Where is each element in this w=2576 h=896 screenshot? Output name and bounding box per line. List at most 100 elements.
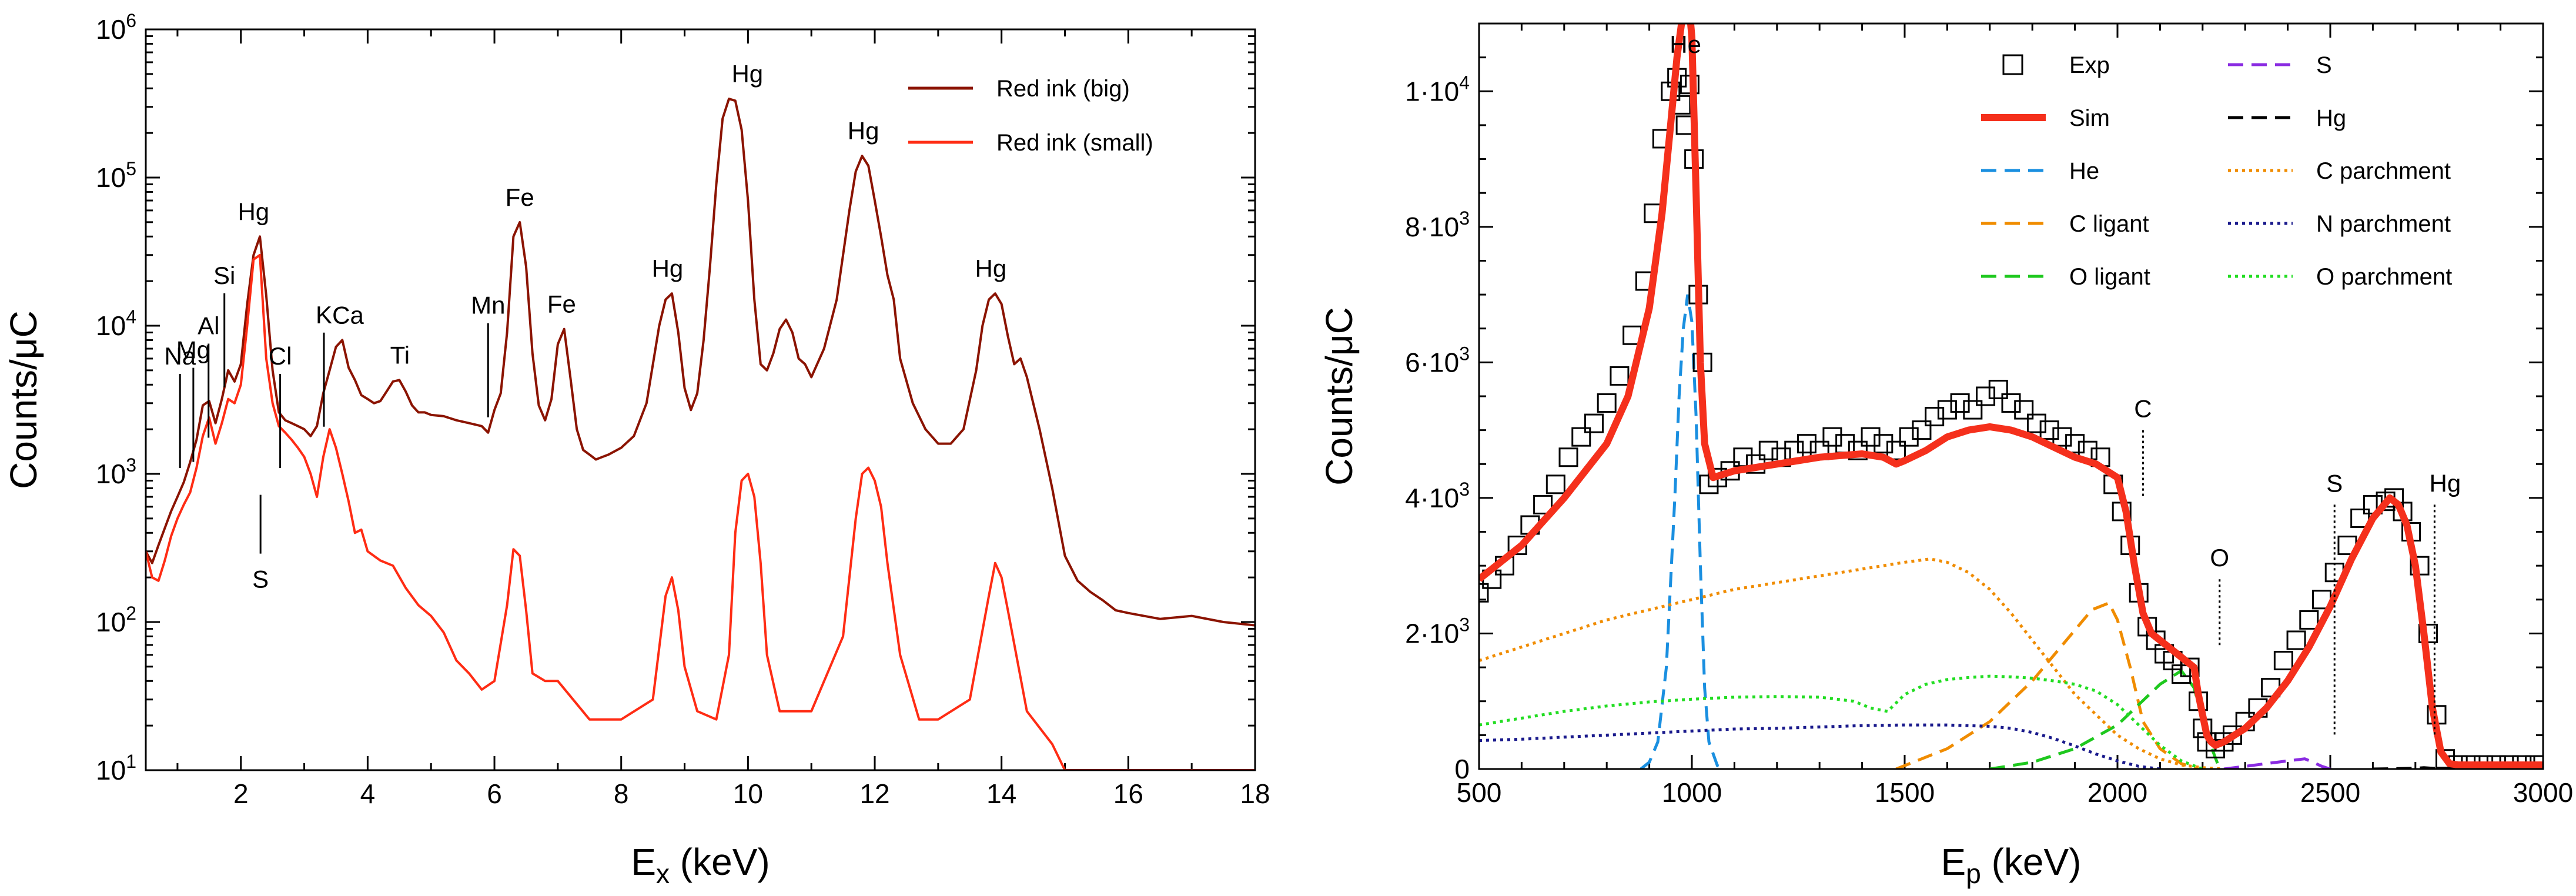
y-tick-label-exp: 2	[126, 603, 136, 624]
x-axis-label-main: E	[1941, 841, 1966, 883]
exp-data-point	[1988, 379, 2008, 399]
peak-label: Fe	[506, 183, 534, 211]
x-axis-label-sub: p	[1966, 858, 1981, 889]
exp-data-point	[1479, 583, 1489, 603]
element-label: C	[2134, 395, 2152, 423]
x-tick-label: 4	[360, 778, 376, 809]
x-tick-label: 1500	[1875, 777, 1935, 808]
y-axis-label: Counts/μC	[1318, 307, 1360, 486]
y-tick-label-exp: 3	[126, 454, 136, 476]
x-tick-label: 1000	[1662, 777, 1722, 808]
series-o-parchment	[1479, 674, 2203, 769]
x-tick-label: 2000	[2087, 777, 2147, 808]
exp-data-point	[1707, 467, 1727, 487]
peak-label: Hg	[731, 60, 763, 88]
exp-data-point	[2065, 434, 2085, 454]
y-tick-label: 1·104	[1405, 72, 1470, 106]
exp-data-point	[1558, 447, 1578, 467]
plot-frame	[145, 28, 1256, 771]
y-tick-label-exp: 5	[126, 158, 136, 179]
exp-data-point	[1848, 440, 1868, 460]
exp-data-point	[2039, 420, 2059, 440]
y-axis-label: Counts/μC	[2, 310, 45, 489]
exp-data-point	[1976, 386, 1996, 406]
peak-label: Cl	[269, 342, 292, 370]
y-tick-label-base: 10	[96, 459, 126, 489]
y-tick-label-base: 2·10	[1405, 618, 1459, 648]
series-he	[1640, 294, 1727, 769]
x-tick-label: 12	[859, 778, 889, 809]
peak-label: Hg	[848, 117, 879, 145]
x-tick-label: 500	[1457, 777, 1502, 808]
x-axis-label: Ep (keV)	[1941, 841, 2082, 889]
x-tick-label: 8	[614, 778, 629, 809]
peak-label: Si	[213, 262, 235, 289]
legend-label: S	[2316, 52, 2332, 78]
exp-data-point	[1796, 434, 1816, 454]
y-tick-label: 103	[96, 454, 136, 489]
exp-data-point	[2299, 610, 2319, 630]
x-axis-label-unit: (keV)	[1981, 841, 2082, 883]
y-tick-label-base: 10	[96, 162, 126, 193]
y-tick-label-base: 8·10	[1405, 212, 1459, 242]
legend-label: Sim	[2069, 105, 2110, 131]
exp-data-point	[1597, 393, 1617, 413]
x-tick-label: 2	[233, 778, 249, 809]
series-s	[2223, 757, 2331, 769]
x-axis-label-sub: x	[656, 858, 670, 889]
y-tick-label: 2·103	[1405, 614, 1470, 648]
element-label: Hg	[2430, 469, 2461, 497]
x-tick-label: 16	[1113, 778, 1143, 809]
element-label: O	[2210, 544, 2229, 571]
y-tick-label-exp: 3	[1459, 208, 1470, 229]
y-tick-label-base: 1·10	[1405, 76, 1459, 106]
exp-data-point	[2222, 725, 2242, 745]
y-tick-label-exp: 4	[1459, 72, 1470, 93]
exp-data-point	[1610, 366, 1630, 386]
legend-label: Red ink (small)	[996, 130, 1153, 156]
exp-data-point	[1545, 474, 1565, 494]
exp-data-point	[2180, 657, 2200, 677]
y-tick-label: 6·103	[1405, 343, 1470, 377]
series-c-parchment	[1479, 557, 2224, 769]
exp-data-point	[1784, 440, 1804, 460]
exp-data-point	[2286, 630, 2306, 650]
series-c-ligant	[1895, 601, 2199, 769]
exp-data-point	[1912, 420, 1932, 440]
element-label: S	[2326, 469, 2343, 497]
legend-label: He	[2069, 158, 2099, 184]
legend-label: O parchment	[2316, 264, 2452, 290]
series-o-ligant	[1989, 668, 2222, 769]
y-tick-label-base: 4·10	[1405, 483, 1459, 513]
exp-data-point	[1874, 434, 1893, 454]
y-tick-label-exp: 3	[1459, 614, 1470, 635]
exp-data-point	[2435, 749, 2455, 769]
peak-label: Fe	[547, 290, 576, 318]
y-tick-label-exp: 6	[126, 10, 136, 31]
y-tick-label-base: 10	[96, 14, 126, 45]
peak-label: Hg	[652, 255, 684, 282]
y-tick-label: 106	[96, 10, 136, 45]
peak-label: Na	[164, 342, 196, 370]
exp-data-point	[1886, 440, 1906, 460]
y-tick-label: 102	[96, 603, 136, 637]
y-tick-label: 4·103	[1405, 479, 1470, 513]
y-tick-label-exp: 3	[1459, 343, 1470, 364]
peak-label: S	[252, 566, 269, 593]
exp-data-point	[1937, 400, 1957, 420]
y-tick-label: 8·103	[1405, 208, 1470, 242]
legend-label: N parchment	[2316, 211, 2451, 237]
y-tick-label-base: 10	[96, 755, 126, 785]
y-tick-label-exp: 3	[1459, 479, 1470, 500]
legend-swatch	[2002, 54, 2023, 75]
exp-data-point	[1950, 393, 1970, 413]
y-tick-label-exp: 4	[126, 306, 136, 327]
peak-label: Mg	[176, 336, 210, 364]
plot-area	[1479, 24, 2543, 769]
exp-data-point	[1733, 447, 1753, 467]
legend-label: C ligant	[2069, 211, 2149, 237]
y-tick-label-base: 6·10	[1405, 347, 1459, 377]
x-axis-label: Ex (keV)	[631, 841, 770, 889]
exp-data-point	[1925, 407, 1945, 427]
